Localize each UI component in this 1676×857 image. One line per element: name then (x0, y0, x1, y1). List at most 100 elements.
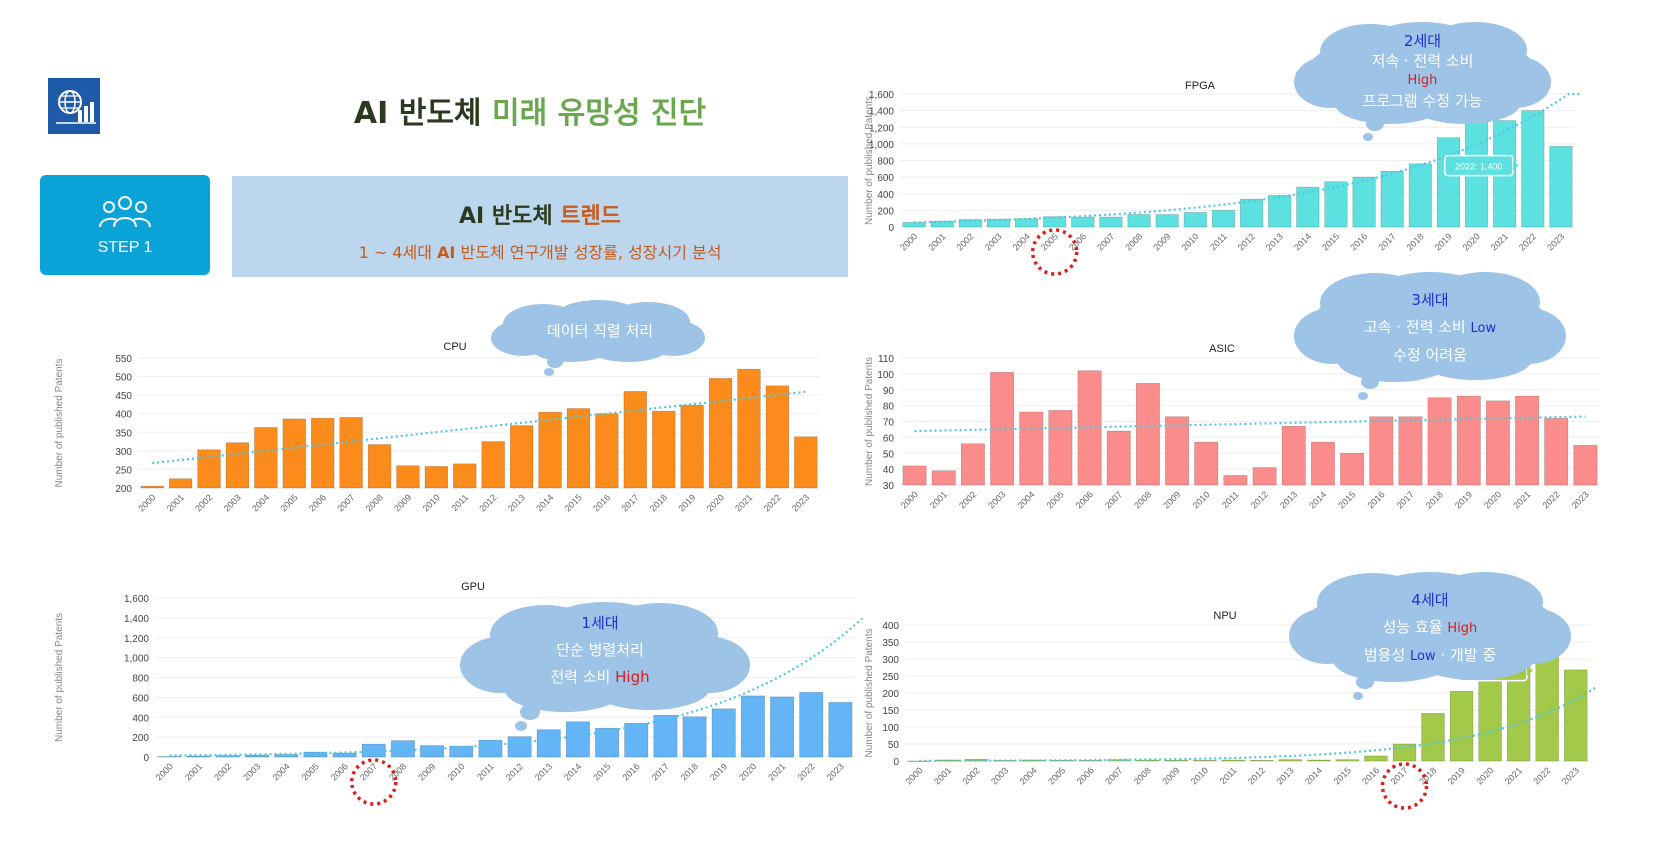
asic-xtick-label: 2020 (1482, 489, 1503, 510)
fpga-xtick-label: 2013 (1264, 231, 1285, 252)
cpu-bar (509, 425, 534, 489)
fpga-bar (1380, 171, 1404, 228)
fpga-xtick-label: 2021 (1489, 231, 1510, 252)
trend-subtitle: 1 ~ 4세대 AI 반도체 연구개발 성장률, 성장시기 분석 (232, 239, 848, 263)
fpga-bar (902, 222, 926, 228)
gpu-line2-b: High (615, 668, 650, 686)
cloud-fpga (1294, 22, 1551, 141)
gpu-bar (420, 745, 445, 758)
fpga-xtick-label: 2005 (1039, 231, 1060, 252)
asic-xtick-label: 2013 (1278, 489, 1299, 510)
npu-bar (1307, 759, 1331, 762)
cpu-xtick-label: 2001 (165, 492, 186, 513)
asic-bar (1019, 411, 1044, 486)
cloud-asic (1294, 272, 1566, 400)
npu-ytick-label: 50 (888, 740, 900, 751)
gpu-bar (245, 754, 270, 758)
gpu-xtick-label: 2006 (329, 761, 350, 782)
cpu-xtick-label: 2008 (364, 492, 385, 513)
asic-xtick-label: 2017 (1395, 489, 1416, 510)
fpga-ytick-label: 1,600 (869, 90, 894, 101)
asic-trendline (914, 415, 1586, 433)
fpga-xtick-label: 2012 (1236, 231, 1257, 252)
asic-bar (960, 443, 985, 486)
cpu-xtick-label: 2007 (335, 492, 356, 513)
cpu-xtick-label: 2020 (705, 492, 726, 513)
fpga-bar (1240, 198, 1264, 228)
cpu-xtick-label: 2012 (477, 492, 498, 513)
gpu-xtick-label: 2022 (795, 761, 816, 782)
cpu-xtick-label: 2009 (392, 492, 413, 513)
asic-line1: 고속 · 전력 소비 Low (1300, 314, 1560, 342)
asic-bar (1252, 467, 1277, 486)
npu-marker-circle (1380, 762, 1429, 810)
npu-bar (936, 759, 960, 762)
npu-xtick-label: 2021 (1503, 765, 1524, 786)
cpu-ytick-label: 350 (115, 428, 132, 439)
npu-bar (1335, 759, 1360, 762)
trend-sub-b: AI (437, 243, 456, 262)
cpu-bar (538, 411, 562, 489)
cpu-xtick-label: 2011 (449, 492, 470, 513)
npu-xtick-label: 2016 (1360, 765, 1381, 786)
asic-title: ASIC (1209, 343, 1235, 355)
fpga-xtick-label: 2014 (1292, 231, 1313, 252)
fpga-xtick-label: 2010 (1179, 231, 1200, 252)
asic-xtick-label: 2014 (1307, 489, 1328, 510)
cpu-chart: CPU Number of published Patents 200 250 300 3… (54, 341, 820, 514)
npu-xtick-label: 2014 (1303, 765, 1324, 786)
gpu-ytick-label: 1,400 (124, 614, 149, 625)
gpu-xtick-label: 2003 (241, 761, 262, 782)
gpu-xtick-label: 2007 (358, 761, 379, 782)
gpu-bar (711, 708, 736, 758)
asic-bar (931, 470, 956, 486)
gpu-bar (828, 702, 853, 758)
fpga-xtick-label: 2018 (1404, 231, 1425, 252)
asic-bar (1048, 410, 1073, 486)
gpu-bar (565, 721, 590, 758)
fpga-bar (1521, 110, 1545, 228)
asic-line1-b: Low (1470, 321, 1497, 336)
npu-xtick-label: 2010 (1189, 765, 1210, 786)
asic-xtick-label: 2003 (986, 489, 1007, 510)
npu-bar (907, 760, 931, 762)
cpu-xtick-label: 2015 (563, 492, 584, 513)
cpu-ytick-label: 450 (115, 391, 132, 402)
fpga-bar (1071, 216, 1095, 228)
cpu-xtick-label: 2002 (193, 492, 214, 513)
cpu-xtick-label: 2017 (619, 492, 640, 513)
npu-xtick-label: 2020 (1474, 765, 1495, 786)
gpu-xtick-label: 2001 (183, 761, 204, 782)
cpu-xtick-label: 2018 (648, 492, 669, 513)
npu-bar (1449, 691, 1474, 762)
fpga-bar (1296, 186, 1320, 228)
asic-bar (1515, 395, 1540, 486)
cloud-fpga-text: 2세대 저속 · 전력 소비 High 프로그램 수정 가능 (1300, 31, 1545, 111)
npu-xtick-label: 2006 (1075, 765, 1096, 786)
fpga-xtick-label: 2017 (1376, 231, 1397, 252)
cloud-npu (1289, 572, 1571, 700)
fpga-bar (1324, 181, 1348, 228)
fpga-line3: 프로그램 수정 가능 (1362, 92, 1483, 110)
cpu-ytick-label: 200 (115, 484, 132, 495)
fpga-plot: FPGA Number of published Patents 0 200 400 60… (864, 80, 1583, 276)
asic-xtick-label: 2016 (1365, 489, 1386, 510)
gpu-xtick-label: 2005 (300, 761, 321, 782)
asic-xtick-label: 2005 (1045, 489, 1066, 510)
fpga-bar (1436, 137, 1460, 228)
asic-xtick-label: 2015 (1336, 489, 1357, 510)
gpu-ytick-label: 1,200 (124, 634, 149, 645)
fpga-gen: 2세대 (1403, 32, 1442, 50)
gpu-trendline (169, 617, 864, 757)
cpu-xtick-label: 2000 (136, 492, 157, 513)
globe-chart-icon (56, 90, 96, 124)
gpu-ytick-label: 800 (132, 674, 149, 685)
npu-xtick-label: 2007 (1103, 765, 1124, 786)
cpu-ytick-label: 500 (115, 373, 132, 384)
asic-ytick-label: 80 (883, 402, 895, 413)
gpu-bar (799, 692, 824, 758)
gpu-xtick-label: 2010 (445, 761, 466, 782)
npu-xtick-label: 2019 (1446, 765, 1467, 786)
gpu-ytick-label: 400 (132, 713, 149, 724)
gpu-bar (449, 745, 474, 758)
